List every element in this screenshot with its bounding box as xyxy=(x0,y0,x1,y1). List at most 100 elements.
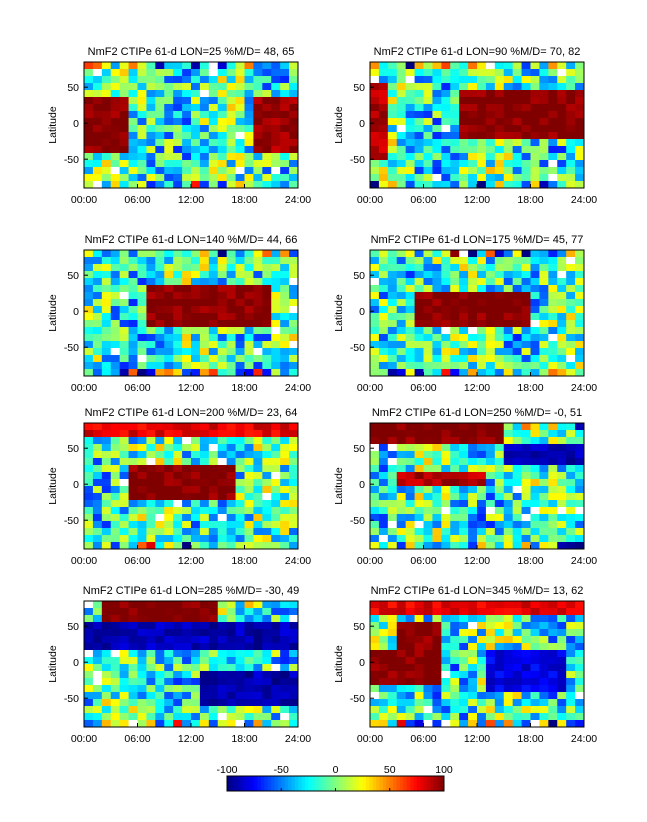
heatmap-cell xyxy=(173,355,183,363)
heatmap-cell xyxy=(459,542,469,550)
heatmap-cell xyxy=(173,104,183,112)
heatmap-cell xyxy=(441,90,451,98)
heatmap-cell xyxy=(539,181,549,189)
heatmap-cell xyxy=(182,299,192,307)
heatmap-cell xyxy=(146,327,156,335)
heatmap-cell xyxy=(262,146,272,154)
heatmap-cell xyxy=(110,615,121,623)
heatmap-cell xyxy=(280,111,290,119)
heatmap-cell xyxy=(155,257,165,265)
heatmap-cell xyxy=(477,313,487,321)
heatmap-cell xyxy=(575,355,585,363)
heatmap-cell xyxy=(182,90,192,98)
heatmap-cell xyxy=(414,608,424,616)
x-tick-label: 06:00 xyxy=(124,733,150,745)
heatmap-cell xyxy=(539,271,549,279)
heatmap-cell xyxy=(199,486,210,494)
heatmap-cell xyxy=(477,174,487,182)
heatmap-cell xyxy=(217,271,228,279)
heatmap-cell xyxy=(92,486,103,494)
heatmap-cell xyxy=(128,76,138,84)
heatmap-cell xyxy=(137,369,147,377)
heatmap-cell xyxy=(244,493,254,501)
heatmap-cell xyxy=(414,285,424,293)
heatmap-cell xyxy=(512,341,522,349)
heatmap-cell xyxy=(494,278,505,286)
heatmap-cell xyxy=(521,507,531,515)
heatmap-cell xyxy=(101,181,112,189)
heatmap-cell xyxy=(191,650,201,658)
heatmap-cell xyxy=(173,160,183,168)
heatmap-cell xyxy=(370,334,380,342)
heatmap-cell xyxy=(92,181,103,189)
heatmap-cell xyxy=(164,348,174,356)
heatmap-cell xyxy=(217,69,228,77)
heatmap-cell xyxy=(199,174,210,182)
heatmap-cell xyxy=(84,528,94,536)
heatmap-cell xyxy=(262,458,272,466)
heatmap-cell xyxy=(575,174,585,182)
heatmap-cell xyxy=(92,528,103,536)
heatmap-cell xyxy=(110,167,121,175)
heatmap-cell xyxy=(119,678,129,686)
x-tick-label: 00:00 xyxy=(357,555,383,567)
heatmap-cell xyxy=(548,299,558,307)
heatmap-cell xyxy=(226,636,236,644)
y-tick-label: 0 xyxy=(73,479,79,491)
colorbar-segment xyxy=(227,776,231,791)
heatmap-cell xyxy=(173,341,183,349)
heatmap-cell xyxy=(450,125,460,133)
heatmap-cell xyxy=(530,493,540,501)
heatmap-cell xyxy=(503,355,514,363)
heatmap-cell xyxy=(182,720,192,728)
heatmap-cell xyxy=(182,423,192,431)
heatmap-cell xyxy=(512,437,522,445)
heatmap-cell xyxy=(432,299,442,307)
heatmap-cell xyxy=(226,629,236,637)
heatmap-cell xyxy=(271,285,281,293)
heatmap-cell xyxy=(137,720,147,728)
heatmap-cell xyxy=(539,542,549,550)
heatmap-cell xyxy=(164,285,174,293)
heatmap-cell xyxy=(271,355,281,363)
heatmap-cell xyxy=(566,472,576,480)
heatmap-cell xyxy=(378,657,389,665)
heatmap-cell xyxy=(271,622,281,630)
heatmap-cell xyxy=(405,139,415,147)
heatmap-cell xyxy=(137,348,147,356)
heatmap-cell xyxy=(503,671,514,679)
heatmap-cell xyxy=(244,465,254,473)
heatmap-cell xyxy=(164,62,174,70)
heatmap-cell xyxy=(155,153,165,161)
heatmap-cell xyxy=(137,125,147,133)
heatmap-cell xyxy=(548,327,558,335)
heatmap-cell xyxy=(539,278,549,286)
heatmap-cell xyxy=(414,97,424,105)
heatmap-cell xyxy=(289,664,299,672)
heatmap-cell xyxy=(164,601,174,609)
heatmap-cell xyxy=(110,451,121,459)
heatmap-cell xyxy=(521,444,531,452)
heatmap-cell xyxy=(557,139,567,147)
heatmap-cell xyxy=(84,167,94,175)
y-tick-label: -50 xyxy=(350,342,365,354)
heatmap-cell xyxy=(378,62,389,70)
heatmap-cell xyxy=(557,650,567,658)
heatmap-cell xyxy=(280,278,290,286)
heatmap-cell xyxy=(262,608,272,616)
heatmap-cell xyxy=(557,90,567,98)
heatmap-cell xyxy=(262,160,272,168)
heatmap-cell xyxy=(110,542,121,550)
heatmap-cell xyxy=(128,507,138,515)
heatmap-cell xyxy=(378,111,389,119)
heatmap-cell xyxy=(271,500,281,508)
heatmap-cell xyxy=(101,650,112,658)
heatmap-cell xyxy=(226,299,236,307)
heatmap-cell xyxy=(101,486,112,494)
y-axis-label: Latitude xyxy=(47,645,59,683)
heatmap-cell xyxy=(557,542,567,550)
heatmap-cell xyxy=(548,125,558,133)
heatmap-cell xyxy=(485,160,496,168)
colorbar-segment xyxy=(362,776,367,791)
heatmap-cell xyxy=(414,465,424,473)
